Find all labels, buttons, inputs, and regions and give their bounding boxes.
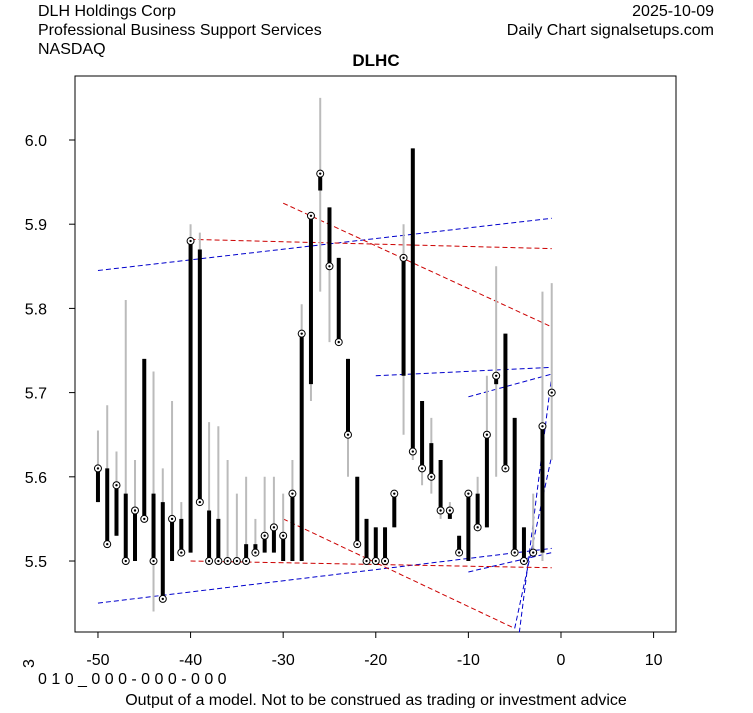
close-dot (263, 534, 266, 537)
close-dot (328, 265, 331, 268)
close-dot (309, 214, 313, 217)
close-dot (402, 256, 405, 260)
close-dot (254, 551, 257, 554)
trend-line (468, 552, 552, 573)
close-dot (467, 492, 470, 495)
close-dot (356, 542, 359, 546)
close-dot (170, 517, 174, 521)
close-dot (365, 559, 368, 563)
x-tick-label: -30 (272, 652, 295, 669)
close-dot (96, 467, 100, 470)
close-dot (133, 509, 137, 512)
close-dot (374, 559, 377, 563)
close-dot (346, 433, 350, 436)
y-tick-label: 5.9 (25, 217, 47, 234)
close-dot (207, 559, 211, 563)
close-dot (430, 475, 433, 479)
close-dot (106, 542, 109, 546)
sector: Professional Business Support Services (38, 22, 322, 39)
close-dot (161, 597, 164, 601)
close-dot (513, 551, 516, 554)
close-dot (281, 534, 285, 537)
x-tick-label: -10 (457, 652, 480, 669)
y-tick-label: 5.6 (25, 470, 47, 487)
close-dot (198, 500, 202, 504)
close-dot (235, 559, 239, 563)
trend-line (97, 217, 552, 272)
close-dot (504, 467, 507, 470)
source: Daily Chart signalsetups.com (507, 22, 714, 39)
trend-line (190, 560, 552, 569)
company: DLH Holdings Corp (38, 3, 176, 20)
close-dot (291, 492, 294, 495)
y-tick-label: 6.0 (25, 133, 47, 150)
close-dot (319, 172, 322, 175)
close-dot (226, 559, 229, 563)
close-dot (457, 551, 461, 554)
close-dot (532, 551, 535, 554)
close-dot (244, 559, 248, 563)
close-dot (393, 492, 396, 495)
x-tick-label: -20 (364, 652, 387, 669)
y-tick-label: 5.7 (25, 386, 47, 403)
close-dot (485, 433, 489, 436)
x-tick-label: -40 (179, 652, 202, 669)
exchange: NASDAQ (38, 41, 106, 58)
trend-line (282, 518, 515, 629)
close-dot (272, 526, 276, 529)
x-tick-label: 10 (645, 652, 663, 669)
close-dot (476, 526, 479, 529)
close-dot (337, 340, 340, 344)
close-dot (550, 391, 553, 394)
y-tick-label: 5.5 (25, 554, 47, 571)
date: 2025-10-09 (632, 3, 714, 20)
y-tick-label: 5.8 (25, 301, 47, 318)
trend-line (375, 366, 552, 377)
close-dot (115, 484, 118, 487)
x-tick-label: -50 (86, 652, 109, 669)
chart-title: DLHC (352, 51, 399, 70)
close-dot (541, 425, 544, 428)
close-dot (420, 467, 424, 470)
close-dot (189, 239, 192, 243)
close-dot (124, 559, 127, 563)
close-dot (522, 559, 526, 563)
trend-line (468, 373, 552, 398)
close-dot (411, 450, 415, 453)
trend-line (97, 547, 552, 604)
trend-line (518, 375, 553, 633)
close-dot (448, 509, 452, 512)
close-dot (217, 559, 220, 563)
side-code: 3 (21, 659, 38, 668)
close-dot (439, 509, 442, 512)
x-tick-label: 0 (557, 652, 566, 669)
disclaimer: Output of a model. Not to be construed a… (125, 692, 627, 708)
close-dot (152, 559, 155, 563)
close-dot (143, 517, 146, 521)
close-dot (300, 332, 303, 335)
trend-line (282, 202, 552, 328)
close-dot (494, 374, 498, 377)
close-dot (383, 559, 387, 563)
code: 0 1 0 _ 0 0 0 - 0 0 0 - 0 0 0 (38, 671, 227, 688)
close-dot (180, 551, 183, 554)
